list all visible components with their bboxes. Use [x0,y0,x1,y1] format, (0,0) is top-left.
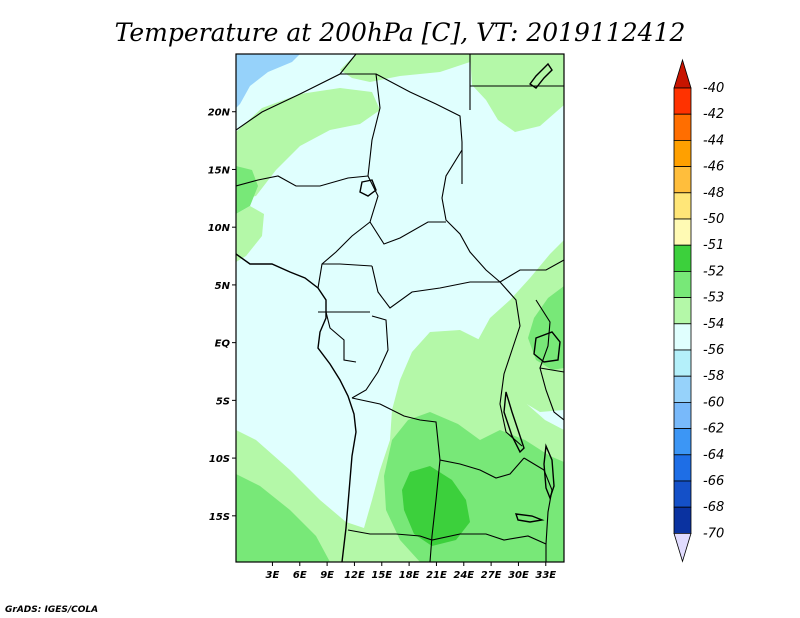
colorbar-swatch [673,192,692,220]
lon-tick-label: 9E [320,570,334,581]
field-southwest-mid [236,474,330,562]
grads-credit: GrADS: IGES/COLA [5,605,98,615]
border-tanzania [539,367,564,421]
colorbar-label: -48 [703,186,724,201]
colorbar: -40 -42 -44 -46 -48 -50 -51 -52 -53 -54 -56 -58 -60 -… [673,58,724,563]
lon-tick-label: 27E [481,570,502,581]
field-band-northwest [236,88,380,200]
border-niger-nigeria [236,175,369,187]
lat-tick-label: EQ [215,339,231,350]
field-east-highlands-core [528,286,564,370]
lat-tick-label: 10N [208,223,231,234]
field-band-northeast [470,54,564,132]
border-libya-chad [375,73,463,184]
colorbar-swatch [673,166,692,194]
colorbar-label: -44 [703,133,724,148]
border-car-south [371,265,500,309]
lake-chad [359,179,377,197]
border-uganda-kenya [535,299,564,373]
border-car [369,221,446,245]
border-gabon [325,311,357,363]
lake-tanganyika [503,391,525,454]
colorbar-label: -62 [703,422,724,437]
border-chad-sudan [441,149,501,283]
border-angola-namibia [347,529,547,545]
lon-tick-label: 18E [399,570,420,581]
colorbar-bottom-arrow [673,533,692,563]
border-angola-zambia [429,459,441,562]
field-east-highlands [478,240,564,412]
lon-tick-label: 3E [266,570,280,581]
colorbar-label: -52 [703,264,724,279]
border-south-sudan-east [499,259,564,283]
colorbar-label: -40 [703,81,724,96]
red-sea-coast [528,62,553,89]
colorbar-label: -60 [703,395,724,410]
colorbar-swatch [673,454,692,482]
lon-tick-label: 12E [344,570,365,581]
colorbar-swatch [673,139,692,167]
lon-tick-label: 24E [453,570,474,581]
colorbar-swatch [673,87,692,115]
border-cameroon-congo [318,263,373,313]
colorbar-swatch [673,297,692,325]
lat-tick-label: 5S [216,396,230,407]
colorbar-swatch [673,375,692,403]
lon-tick-label: 30E [508,570,529,581]
border-zambia-mozambique [523,457,553,562]
lat-tick-label: 5N [215,281,231,292]
lon-tick-label: 15E [371,570,392,581]
colorbar-swatch [673,113,692,141]
colorbar-label: -58 [703,369,724,384]
colorbar-swatch [673,401,692,429]
coastline-west-africa [236,253,357,562]
colorbar-swatch [673,349,692,377]
colorbar-label: -68 [703,500,724,515]
colorbar-label: -56 [703,343,724,358]
latitude-axis: 20N 15N 10N 5N EQ 5S 10S 15S [208,108,236,523]
lat-tick-label: 10S [209,454,230,465]
colorbar-label: -70 [703,526,724,541]
border-sahara-a [236,54,357,131]
lake-victoria [533,331,561,363]
colorbar-label: -51 [703,238,724,253]
border-drc-east [499,281,523,447]
field-west-coast-light [236,206,264,262]
colorbar-label: -54 [703,317,724,332]
colorbar-swatch [673,244,692,272]
colorbar-top-arrow [673,58,692,89]
colorbar-label: -46 [703,160,724,175]
lat-tick-label: 15S [209,512,230,523]
colorbar-swatch [673,270,692,298]
border-congo-drc [351,315,389,399]
field-west-coast-green [236,166,258,214]
colorbar-label: -66 [703,474,724,489]
border-egypt-sudan [469,54,564,110]
lat-tick-label: 15N [208,165,231,176]
map-plot [236,54,564,562]
colorbar-label: -53 [703,291,724,306]
field-south-dark [402,466,470,546]
colorbar-swatch [673,428,692,456]
colorbar-swatch [673,506,692,534]
colorbar-label: -42 [703,107,724,122]
colorbar-swatch [673,480,692,508]
field-band-north [340,54,470,82]
lon-tick-label: 21E [426,570,447,581]
map-frame [235,53,565,563]
lon-tick-label: 33E [535,570,556,581]
colorbar-label: -64 [703,448,724,463]
colorbar-swatch [673,218,692,246]
lake-malawi [543,443,555,501]
lat-tick-label: 20N [208,108,231,119]
border-nigeria-cameroon [317,221,371,289]
colorbar-label: -50 [703,212,724,227]
chart-title: Temperature at 200hPa [C], VT: 201911241… [115,18,686,47]
lon-tick-label: 6E [293,570,307,581]
colorbar-swatch [673,323,692,351]
field-cold-patch [236,54,300,108]
lake-kariba [514,513,545,523]
longitude-axis: 3E 6E 9E 12E 15E 18E 21E 24E 27E 30E 33E [266,562,556,581]
